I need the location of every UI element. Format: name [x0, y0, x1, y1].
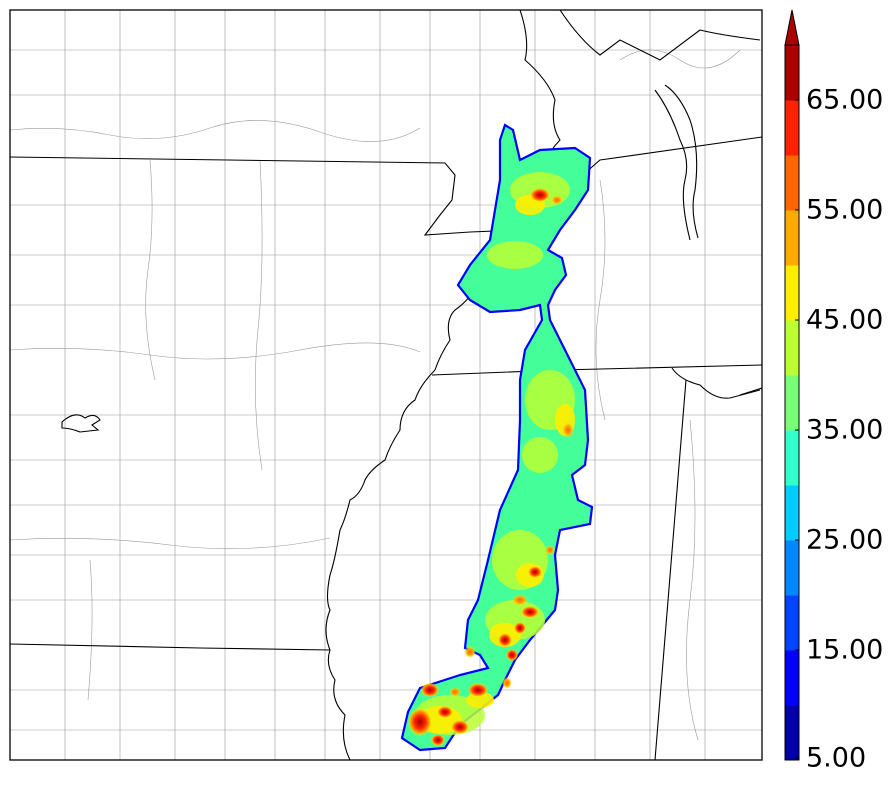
colorbar-segment — [785, 595, 799, 651]
colorbar-segment — [785, 705, 799, 761]
colorbar-segment — [785, 100, 799, 156]
colorbar-tick-label: 45.00 — [806, 304, 884, 336]
colorbar-segment — [785, 210, 799, 266]
state-border-east — [654, 379, 687, 760]
colorbar-tick-label: 15.00 — [806, 634, 884, 666]
lake — [61, 414, 101, 433]
colorbar-segment — [785, 375, 799, 431]
colorbar-outline — [784, 44, 800, 761]
colorbar-segment — [785, 540, 799, 596]
map-border — [9, 9, 763, 761]
colorbar-segment — [785, 485, 799, 541]
colorbar-segment — [785, 155, 799, 211]
county-borders — [10, 10, 762, 760]
colorbar-segment — [785, 265, 799, 321]
colorbar-tick-label: 5.00 — [806, 742, 867, 774]
tennessee-river — [654, 89, 691, 241]
colorbar-tick-label: 35.00 — [806, 414, 884, 446]
colorbar-tick-label: 65.00 — [806, 84, 884, 116]
colorbar-segment — [785, 650, 799, 706]
colorbar-tick-label: 25.00 — [806, 524, 884, 556]
colorbar — [784, 9, 800, 761]
colorbar-segment — [785, 45, 799, 101]
storm-cores — [408, 188, 574, 746]
state-border-south — [10, 643, 331, 651]
colorbar-tick-label: 55.00 — [806, 194, 884, 226]
colorbar-extend-arrow — [784, 9, 800, 46]
reflectivity-band — [400, 123, 594, 752]
colorbar-segment — [785, 430, 799, 486]
state-border-east-bend — [671, 367, 761, 399]
map-frame — [10, 10, 762, 760]
colorbar-segment — [785, 320, 799, 376]
echo-outline — [400, 123, 594, 752]
